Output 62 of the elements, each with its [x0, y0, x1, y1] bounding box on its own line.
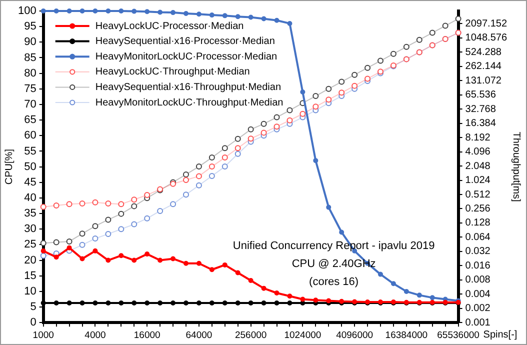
y-tick-label: 25 [24, 238, 36, 251]
y2-tick-label: 262.144 [465, 61, 502, 72]
y-tick-label: 15 [24, 270, 36, 282]
y2-tick-label: 0.256 [465, 204, 491, 214]
y2-tick-label: 0.032 [465, 246, 491, 258]
y-tick-label: 95 [24, 20, 36, 33]
legend-label: HeavyLockUC·Throughput·Median [95, 66, 250, 78]
y-tick-label: 60 [24, 130, 36, 142]
y-tick-label: 80 [24, 67, 36, 80]
y2-tick-label: 4.096 [465, 146, 491, 158]
y-tick-label: 0 [30, 316, 36, 329]
y-tick-label: 35 [24, 208, 36, 220]
y-axis-title: CPU[%] [4, 148, 15, 185]
y2-tick-label: 1.024 [465, 175, 491, 186]
y-tick-label: 40 [24, 192, 36, 204]
y-tick-label: 90 [24, 36, 36, 48]
y2-tick-label: 0.064 [465, 232, 491, 243]
y2-tick-label: 0.512 [465, 189, 491, 200]
x-tick-label: 64000 [186, 330, 212, 341]
legend-label: HeavySequential·x16·Throughput·Median [95, 82, 282, 93]
x-tick-label: 4096000 [336, 330, 374, 341]
y-tick-label: 55 [24, 145, 36, 158]
x-tick-label: 16384000 [385, 330, 428, 341]
y2-tick-label: 65.536 [465, 90, 496, 101]
y-tick-label: 100 [18, 5, 36, 18]
y2-tick-label: 0.002 [465, 303, 491, 314]
x-axis-title: Spins[-] [483, 329, 518, 340]
y-tick-label: 5 [30, 301, 36, 314]
y-tick-label: 70 [24, 98, 36, 111]
y2-tick-label: 0.001 [465, 317, 491, 328]
annotation: (cores 16) [309, 276, 359, 288]
legend-label: HeavyMonitorLockUC·Throughput·Median [95, 97, 284, 108]
x-tick-label: 4000 [84, 330, 106, 341]
x-tick-label: 65536000 [437, 330, 480, 341]
y-tick-label: 10 [24, 285, 36, 298]
legend-label: HeavyLockUC·Processor·Median [95, 20, 244, 32]
legend-label: HeavyMonitorLockUC·Processor·Median [95, 51, 278, 62]
y2-tick-label: 0.128 [465, 218, 491, 229]
x-tick-label: 256000 [234, 330, 267, 341]
x-tick-label: 16000 [134, 330, 160, 341]
y-tick-label: 30 [24, 223, 36, 236]
y-tick-label: 45 [24, 176, 36, 188]
y2-tick-label: 32.768 [465, 104, 496, 115]
x-tick-label: 1024000 [284, 330, 322, 341]
y-tick-label: 85 [24, 52, 36, 64]
y2-tick-label: 0.016 [465, 260, 491, 272]
y2-tick-label: 1048.576 [465, 32, 508, 44]
y2-tick-label: 524.288 [465, 46, 502, 58]
y2-tick-label: 16.384 [465, 118, 496, 130]
y-tick-label: 75 [24, 82, 36, 95]
y2-tick-label: 2.048 [465, 160, 491, 172]
y2-tick-label: 8.192 [465, 132, 491, 144]
y-tick-label: 65 [24, 114, 36, 126]
y2-tick-label: 2097.152 [465, 18, 508, 30]
y2-tick-label: 131.072 [465, 75, 502, 86]
x-tick-label: 1000 [32, 330, 54, 341]
y-tick-label: 20 [24, 254, 36, 266]
legend-label: HeavySequential·x16·Processor·Median [95, 36, 275, 48]
y2-tick-label: 0.004 [465, 288, 491, 300]
y2-tick-label: 0.008 [465, 274, 491, 286]
y2-axis-title: Throughput[ms] [510, 132, 522, 202]
y-tick-label: 50 [24, 160, 36, 173]
